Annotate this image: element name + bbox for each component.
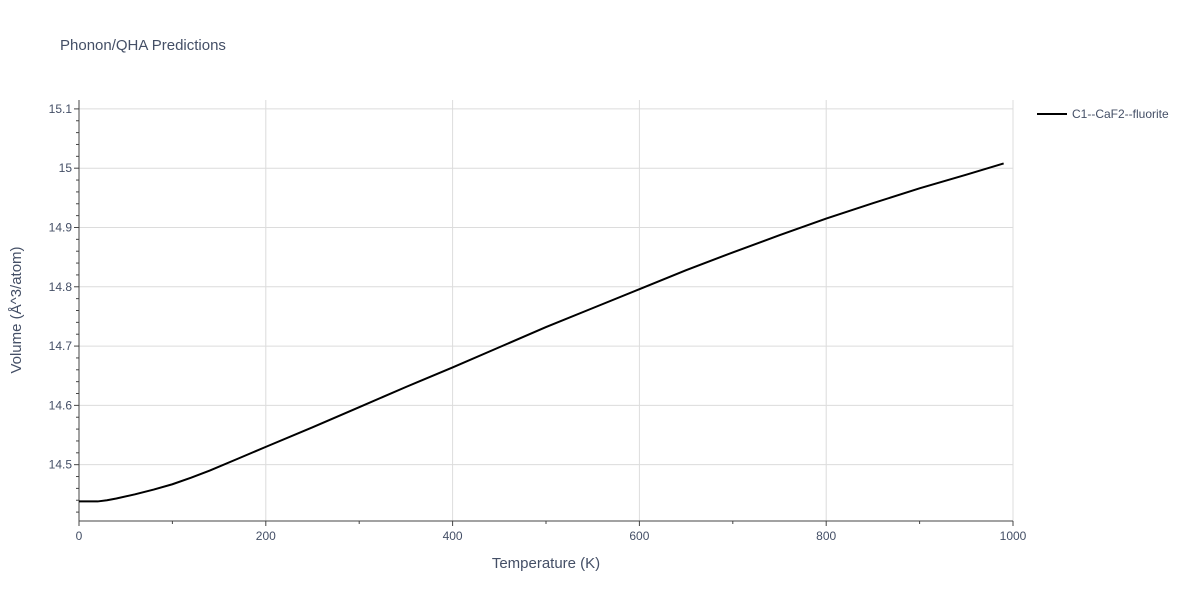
chart-title: Phonon/QHA Predictions xyxy=(60,37,226,54)
x-tick-label: 0 xyxy=(76,529,83,543)
x-tick-label: 400 xyxy=(443,529,463,543)
x-tick-label: 600 xyxy=(629,529,649,543)
y-tick-label: 14.6 xyxy=(49,398,73,412)
axis-layer: 0 200 400 600 800 1000 14.5 14.6 14.7 14.8 14.9 15 1… xyxy=(49,100,1027,543)
grid-layer xyxy=(79,100,1014,521)
series-line xyxy=(79,162,1004,503)
y-tick-label: 14.7 xyxy=(49,339,73,353)
x-tick-label: 200 xyxy=(256,529,276,543)
legend[interactable]: C1--CaF2--fluorite xyxy=(1037,107,1169,121)
x-tick-label: 1000 xyxy=(1000,529,1027,543)
legend-label: C1--CaF2--fluorite xyxy=(1072,107,1169,121)
y-axis-title: Volume (Å^3/atom) xyxy=(8,246,25,373)
y-tick-label: 15 xyxy=(59,161,73,175)
y-tick-label: 14.5 xyxy=(49,458,73,472)
y-tick-label: 15.1 xyxy=(49,102,73,116)
x-axis-title: Temperature (K) xyxy=(492,555,600,572)
series-layer xyxy=(79,162,1004,503)
y-tick-label: 14.9 xyxy=(49,220,73,234)
x-tick-label: 800 xyxy=(816,529,836,543)
y-tick-label: 14.8 xyxy=(49,280,73,294)
